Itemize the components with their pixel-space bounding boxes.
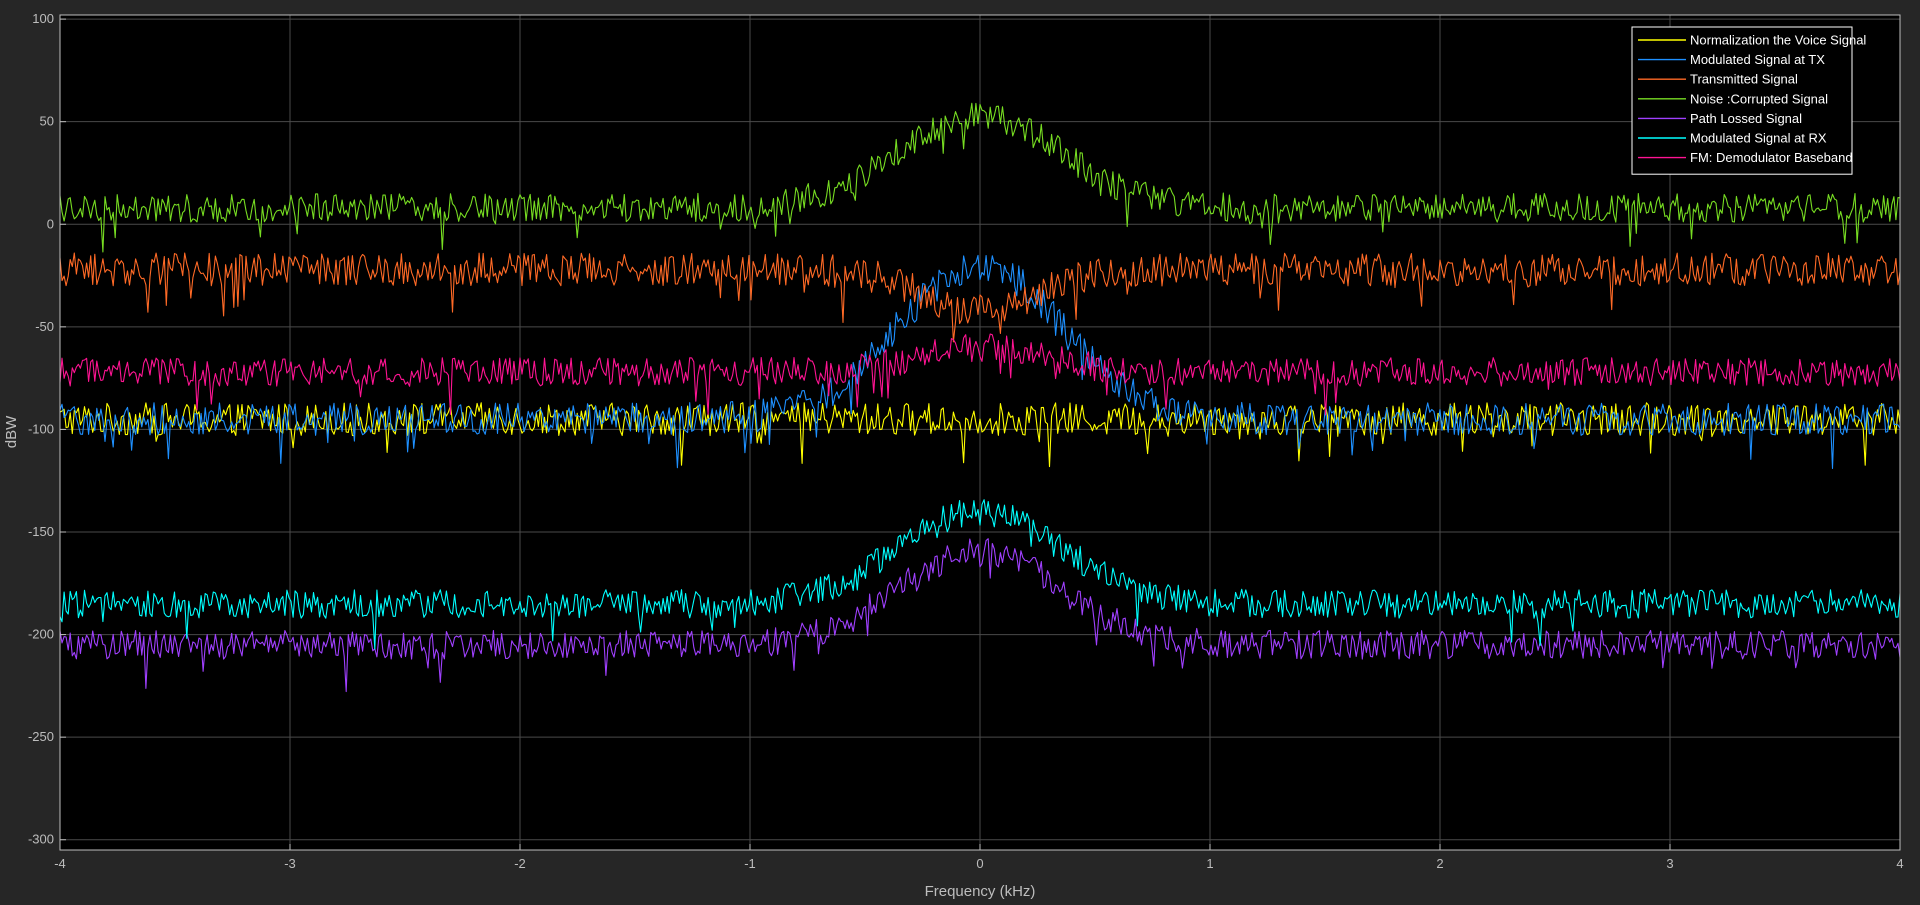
x-tick-label: 3: [1666, 856, 1673, 871]
legend-entry-label: Modulated Signal at TX: [1690, 52, 1825, 67]
legend-box: [1631, 26, 1853, 175]
series-line-4: [59, 102, 1901, 253]
y-tick-label: 50: [40, 114, 54, 129]
series-line-2: [59, 254, 1901, 470]
x-tick-label: 0: [976, 856, 983, 871]
series-lines: [59, 102, 1901, 693]
grid-lines: [59, 15, 1901, 850]
y-tick-label: -300: [28, 832, 54, 847]
y-tick-label: 100: [32, 11, 54, 26]
series-line-7: [59, 333, 1901, 416]
x-tick-label: -4: [54, 856, 66, 871]
y-tick-label: -200: [28, 627, 54, 642]
series-line-6: [59, 499, 1901, 650]
x-tick-label: -2: [514, 856, 526, 871]
y-tick-label: 0: [47, 216, 54, 231]
x-tick-label: -1: [744, 856, 756, 871]
legend-entry-label: Noise :Corrupted Signal: [1690, 91, 1828, 106]
x-tick-label: 4: [1896, 856, 1903, 871]
series-line-3: [59, 252, 1901, 343]
x-tick-label: -3: [284, 856, 296, 871]
series-line-5: [59, 538, 1901, 693]
legend-entry-label: Modulated Signal at RX: [1690, 131, 1827, 146]
x-axis-label: Frequency (kHz): [925, 883, 1036, 900]
legend-entry-label: Transmitted Signal: [1690, 72, 1798, 87]
legend-entry-label: Normalization the Voice Signal: [1690, 33, 1866, 48]
series-line-1: [59, 402, 1901, 468]
x-tick-label: 2: [1436, 856, 1443, 871]
x-tick-label: 1: [1206, 856, 1213, 871]
legend-entry-label: Path Lossed Signal: [1690, 111, 1802, 126]
y-tick-label: -250: [28, 729, 54, 744]
axis-ticks: -4 -3 -2 -1 0 1 2 3 4 100 50 0 -50 -100 -150 -200 -250 -3…: [28, 11, 1904, 871]
legend-entry-label: FM: Demodulator Baseband: [1690, 150, 1853, 165]
y-tick-label: -150: [28, 524, 54, 539]
y-axis-label: dBW: [3, 415, 20, 448]
legend: Normalization the Voice Signal Modulated …: [1631, 26, 1866, 175]
y-tick-label: -50: [35, 319, 54, 334]
y-tick-label: -100: [28, 421, 54, 436]
